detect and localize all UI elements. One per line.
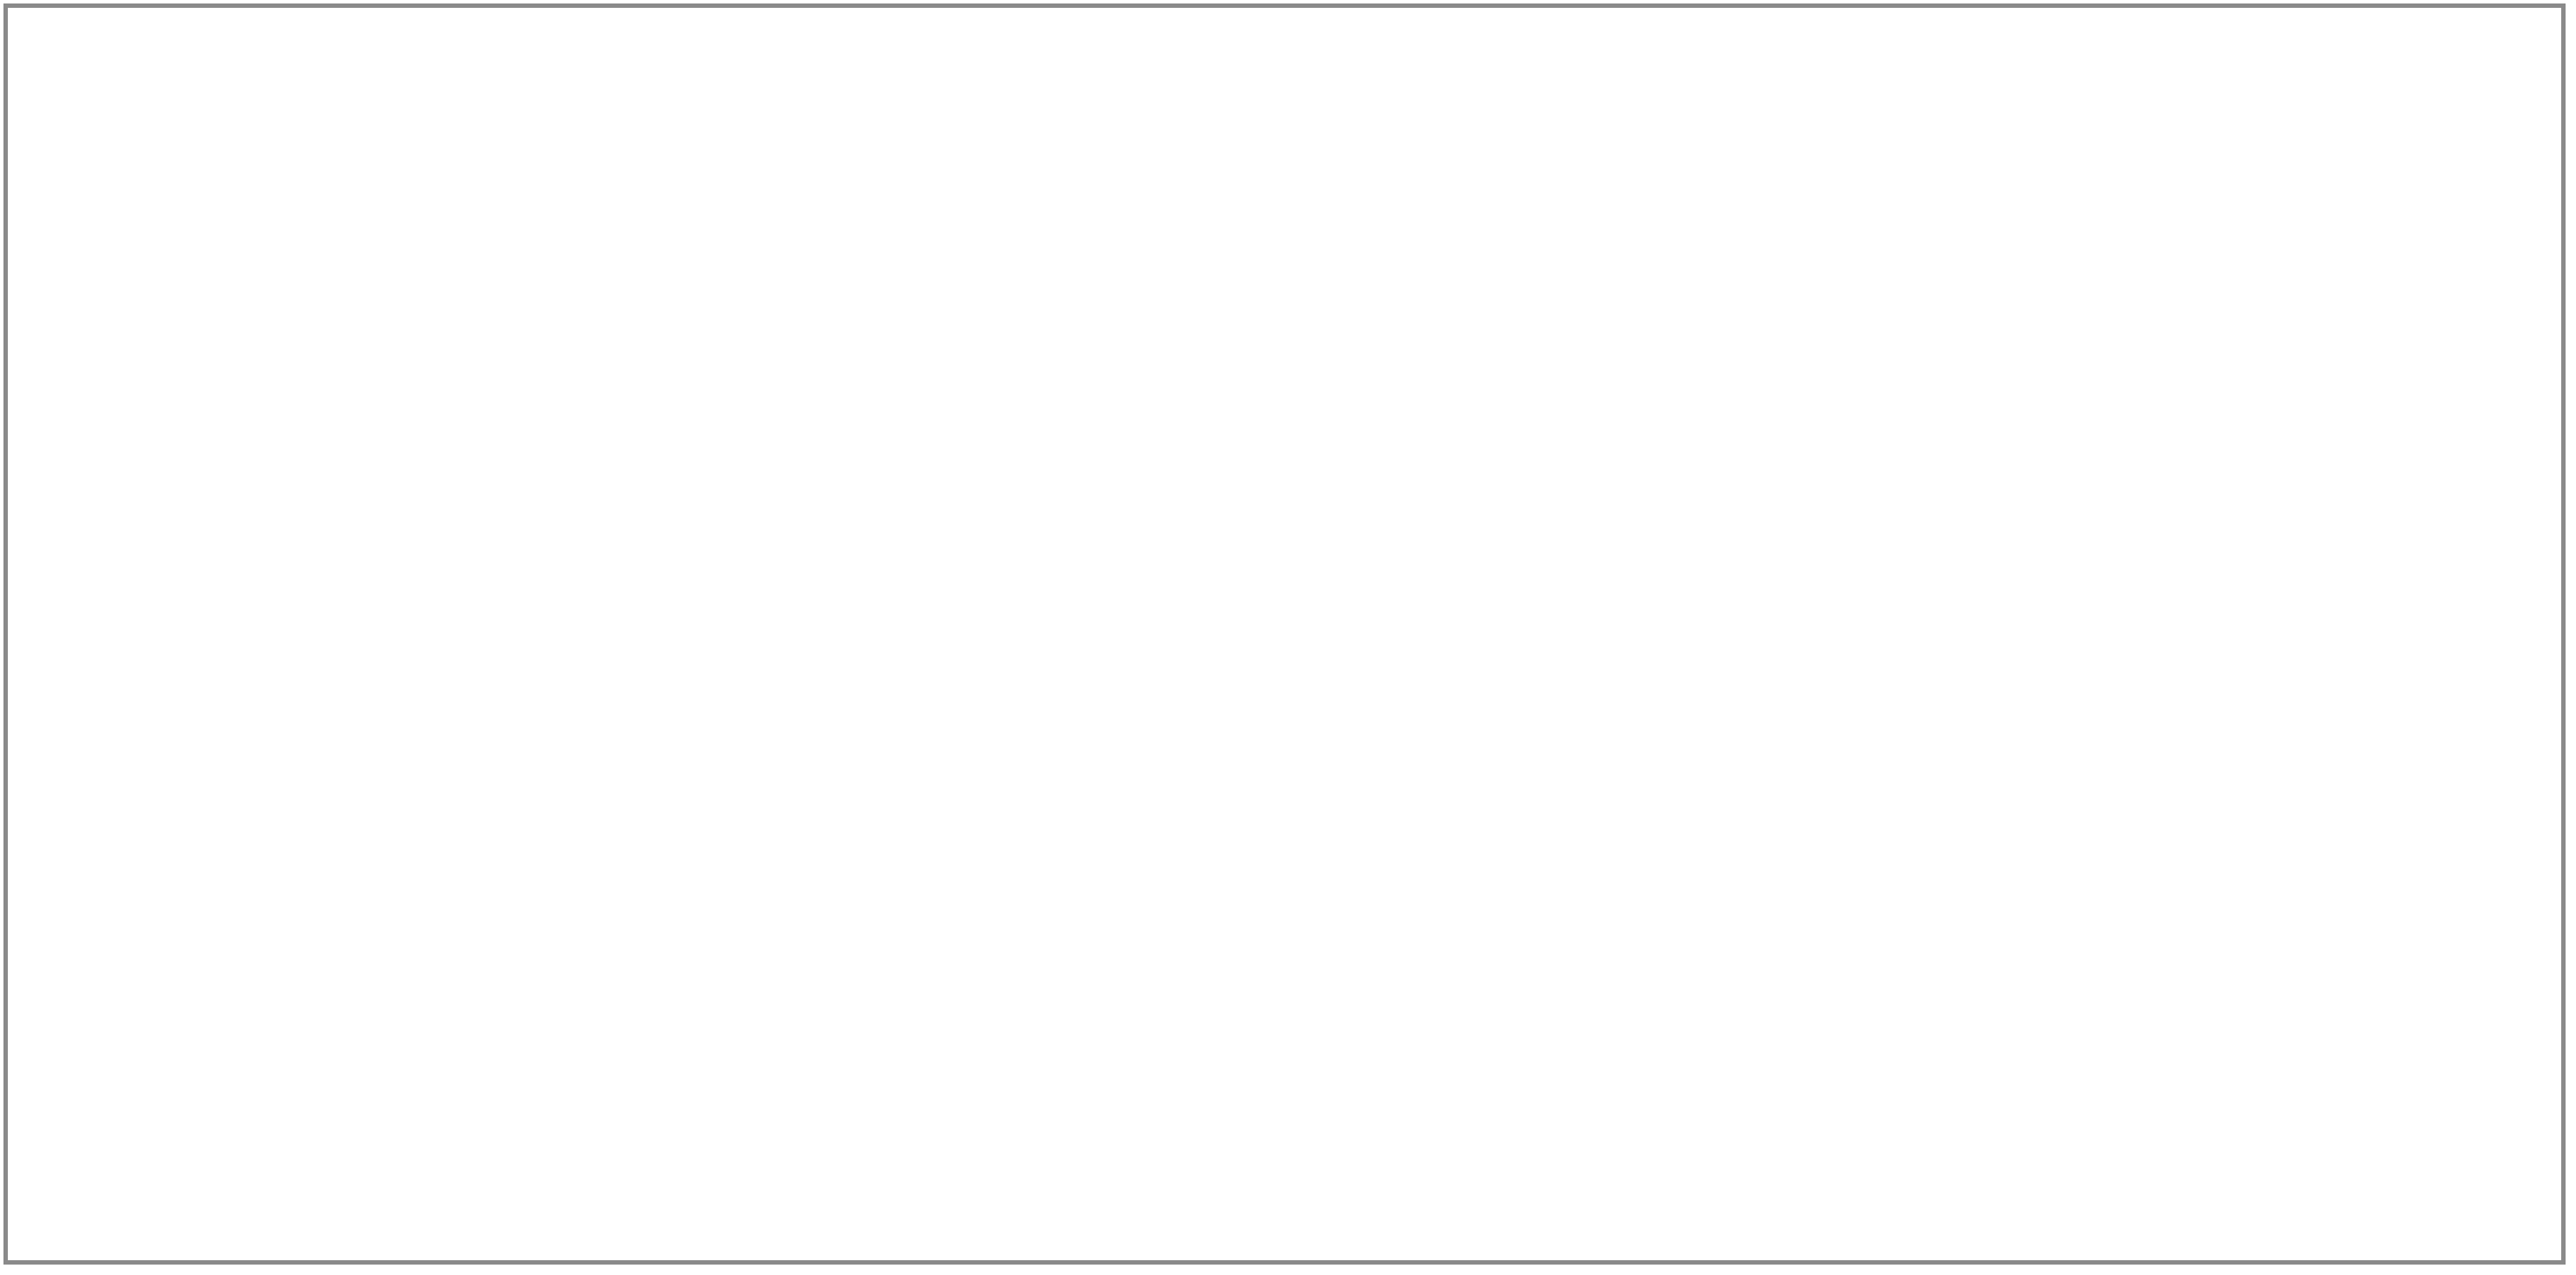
chart-border-frame <box>3 3 2566 1265</box>
